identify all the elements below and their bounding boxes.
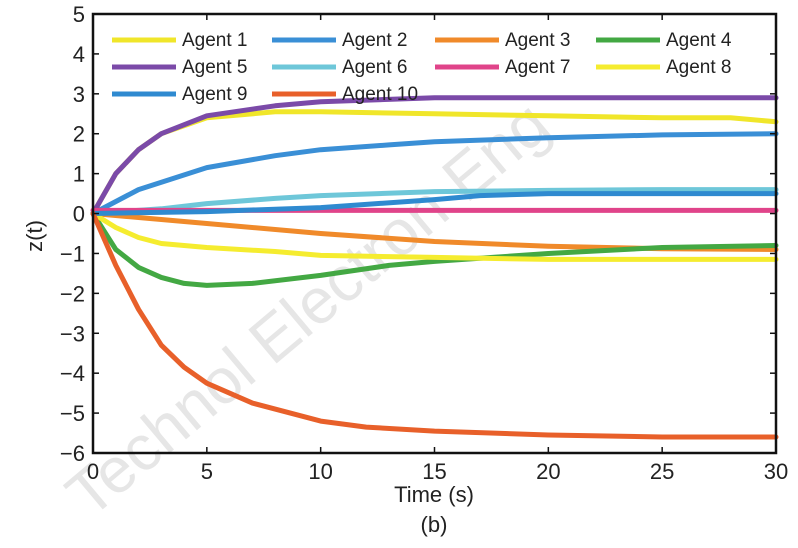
y-tick-label: 2 [73, 122, 85, 147]
x-tick-label: 20 [536, 459, 560, 484]
legend-item-7: Agent 7 [435, 57, 571, 78]
legend-label: Agent 3 [505, 30, 571, 51]
y-tick-label: −4 [60, 361, 85, 386]
legend-label: Agent 2 [342, 30, 408, 51]
legend-item-4: Agent 4 [596, 30, 732, 51]
series-line-4 [90, 211, 779, 288]
y-tick-label: −1 [60, 241, 85, 266]
legend-item-9: Agent 9 [112, 84, 248, 105]
series-layer [90, 95, 779, 440]
legend-item-6: Agent 6 [272, 57, 408, 78]
legend-label: Agent 1 [182, 30, 248, 51]
y-tick-label: −3 [60, 321, 85, 346]
series-line-2 [90, 131, 779, 216]
series-line-5 [90, 95, 779, 216]
series-line-10 [90, 211, 779, 440]
y-tick-label: 0 [73, 202, 85, 227]
y-tick-label: −2 [60, 281, 85, 306]
series-line-8 [90, 211, 779, 262]
legend-item-5: Agent 5 [112, 57, 248, 78]
legend-item-3: Agent 3 [435, 30, 571, 51]
y-tick-label: −6 [60, 441, 85, 466]
x-tick-label: 15 [422, 459, 446, 484]
x-tick-label: 10 [308, 459, 332, 484]
figure-caption: (b) [421, 512, 448, 537]
legend-label: Agent 7 [505, 57, 571, 78]
legend-label: Agent 5 [182, 57, 248, 78]
legend-item-10: Agent 10 [272, 84, 418, 105]
legend: Agent 1 Agent 2 Agent 3 Agent 4 Agent 5 Agent… [112, 30, 732, 105]
legend-label: Agent 9 [182, 84, 248, 105]
x-tick-label: 25 [650, 459, 674, 484]
x-tick-label: 30 [764, 459, 788, 484]
legend-label: Agent 6 [342, 57, 408, 78]
y-tick-label: 3 [73, 82, 85, 107]
series-line-6 [90, 187, 779, 216]
series-line-9 [90, 191, 779, 216]
y-tick-label: 1 [73, 162, 85, 187]
legend-label: Agent 4 [666, 30, 732, 51]
y-tick-label: 4 [73, 42, 85, 67]
legend-label: Agent 10 [342, 84, 418, 105]
y-tick-label: −5 [60, 401, 85, 426]
y-axis-label: z(t) [22, 220, 47, 252]
legend-item-2: Agent 2 [272, 30, 408, 51]
x-axis-label: Time (s) [394, 482, 474, 507]
x-tick-label: 5 [201, 459, 213, 484]
x-tick-label: 0 [87, 459, 99, 484]
y-tick-label: 5 [73, 2, 85, 27]
legend-label: Agent 8 [666, 57, 732, 78]
legend-item-8: Agent 8 [596, 57, 732, 78]
legend-item-1: Agent 1 [112, 30, 248, 51]
